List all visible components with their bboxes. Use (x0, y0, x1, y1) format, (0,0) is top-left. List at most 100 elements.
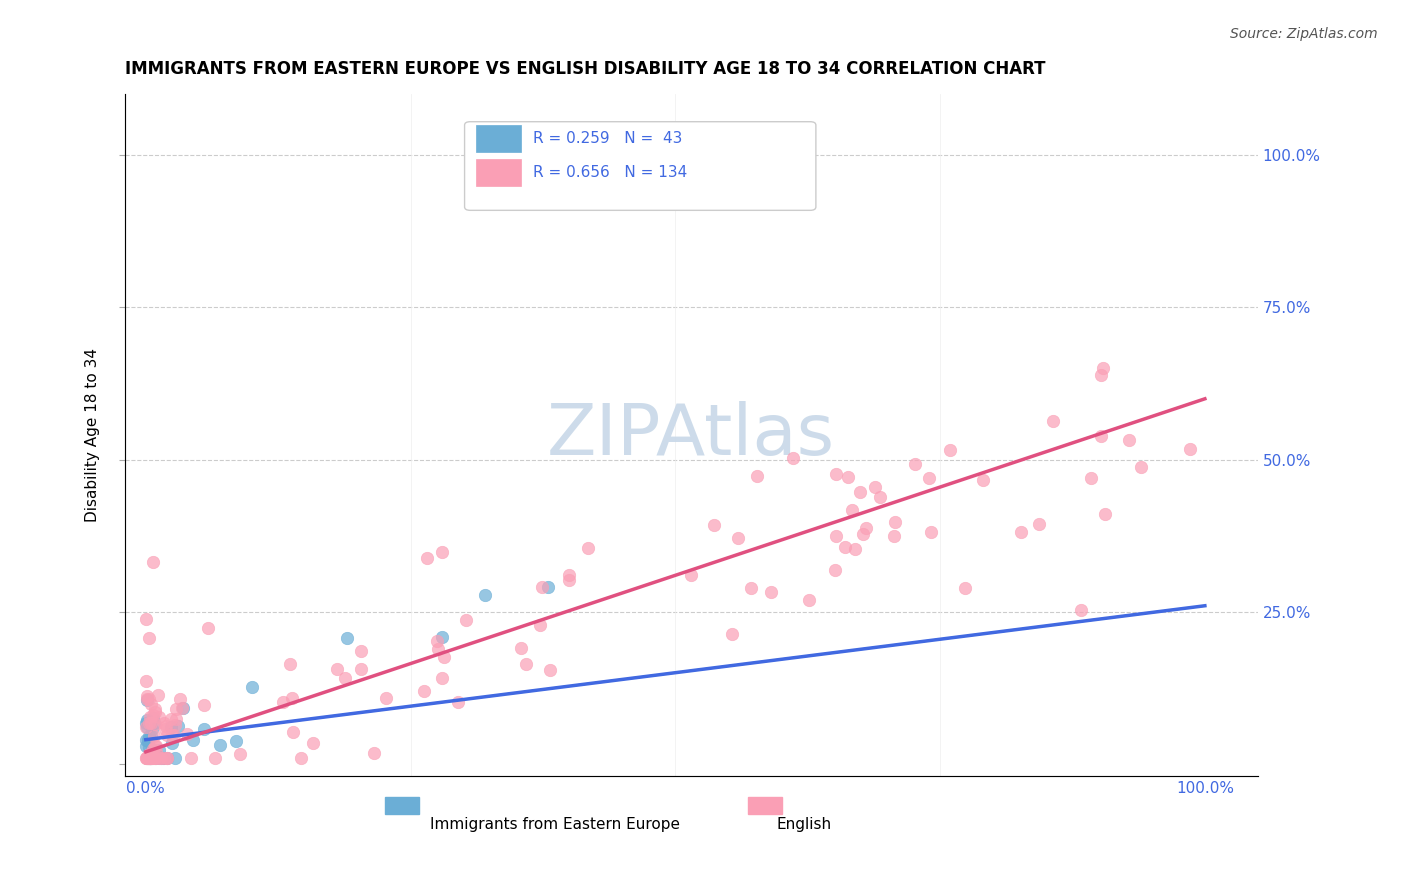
Point (165, 702, 187, 716)
Point (281, 725, 304, 739)
Point (426, 634, 449, 648)
Point (350, 643, 373, 657)
Point (160, 712, 183, 726)
Point (433, 650, 456, 665)
Point (143, 705, 166, 719)
Bar (475, 125, 522, 153)
Point (869, 490, 891, 504)
Point (510, 640, 533, 655)
Point (136, 693, 159, 707)
Point (904, 457, 927, 471)
Point (135, 733, 157, 747)
Point (290, 751, 312, 765)
Point (136, 733, 159, 747)
Point (138, 631, 160, 645)
Point (145, 751, 167, 765)
Point (135, 739, 157, 753)
Point (136, 751, 159, 765)
Point (141, 722, 163, 736)
Point (558, 567, 581, 582)
Point (156, 751, 179, 765)
Point (557, 573, 579, 587)
Text: Immigrants from Eastern Europe: Immigrants from Eastern Europe (430, 817, 681, 832)
Point (142, 742, 165, 756)
Point (139, 710, 162, 724)
Point (160, 728, 183, 742)
Point (136, 751, 159, 765)
Point (430, 671, 453, 685)
Point (139, 751, 162, 765)
Point (138, 747, 160, 762)
Point (148, 710, 170, 724)
Point (349, 662, 371, 676)
Point (193, 722, 215, 736)
Point (225, 734, 247, 748)
Point (138, 751, 160, 765)
Point (142, 715, 165, 730)
Point (333, 671, 356, 685)
Point (136, 734, 159, 748)
Point (138, 751, 160, 765)
Point (1118, 433, 1140, 447)
Point (142, 743, 165, 757)
Point (138, 740, 160, 755)
Point (143, 729, 166, 743)
Point (156, 728, 179, 742)
Point (166, 719, 188, 733)
Point (855, 521, 877, 535)
Point (136, 751, 159, 765)
Point (138, 751, 160, 765)
Point (883, 515, 905, 529)
Point (139, 751, 162, 765)
Point (834, 540, 856, 554)
Point (825, 529, 848, 543)
Point (148, 743, 170, 757)
Point (208, 738, 231, 752)
Point (863, 480, 886, 494)
Point (183, 732, 205, 747)
Point (139, 697, 162, 711)
Point (139, 751, 162, 765)
Point (141, 707, 163, 722)
Point (336, 631, 359, 645)
Point (1090, 429, 1112, 443)
Point (415, 551, 437, 566)
Point (146, 688, 169, 702)
Point (720, 626, 742, 640)
Point (972, 473, 994, 487)
Point (1010, 525, 1032, 540)
Point (139, 751, 162, 765)
Point (844, 541, 866, 556)
Point (447, 695, 470, 709)
Point (139, 716, 162, 731)
Point (953, 581, 976, 595)
Point (852, 527, 875, 541)
Point (160, 720, 183, 734)
Point (138, 729, 160, 743)
Point (138, 716, 160, 731)
Point (703, 518, 725, 533)
Point (849, 485, 872, 500)
Point (413, 684, 436, 698)
Point (142, 711, 165, 725)
Point (273, 695, 295, 709)
Point (278, 657, 301, 671)
Point (135, 751, 157, 765)
Point (138, 751, 160, 765)
Point (576, 541, 599, 556)
Point (156, 751, 179, 765)
Point (143, 751, 166, 765)
Point (136, 689, 159, 703)
Point (920, 525, 942, 540)
Point (142, 747, 165, 761)
Point (454, 613, 477, 627)
Point (681, 567, 703, 582)
Point (138, 692, 160, 706)
Text: English: English (778, 817, 832, 832)
Point (172, 701, 194, 715)
Point (136, 713, 159, 727)
Point (172, 701, 194, 715)
Point (281, 691, 304, 706)
Point (135, 673, 157, 688)
Point (326, 662, 349, 676)
